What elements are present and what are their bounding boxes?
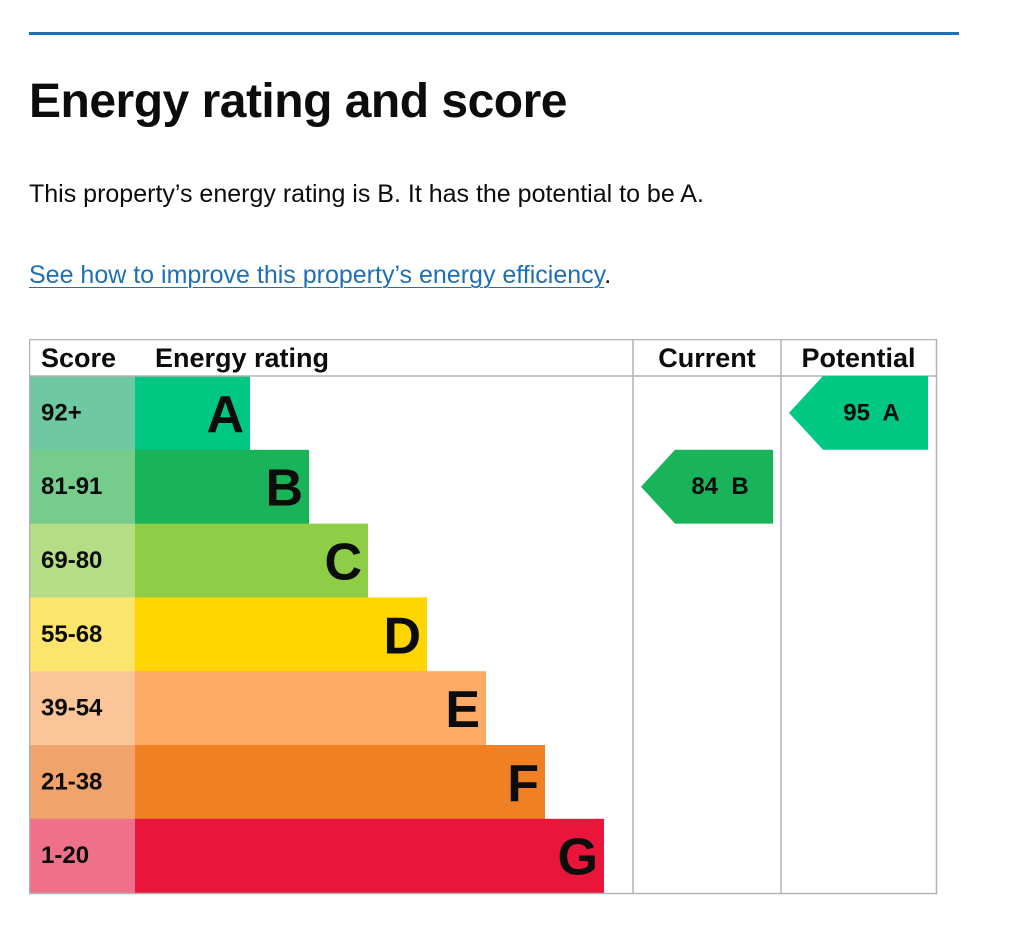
rating-letter-b: B (265, 460, 303, 518)
rating-bar-a (135, 376, 250, 451)
score-cell-f (29, 745, 135, 820)
rating-bar-d (135, 597, 427, 672)
rating-letter-f: F (507, 755, 539, 813)
rating-bar-f (135, 745, 545, 820)
header-potential: Potential (801, 343, 915, 373)
rating-bar-g (135, 818, 604, 894)
score-cell-e (29, 671, 135, 746)
rating-letter-e: E (445, 681, 480, 739)
rating-letter-d: D (383, 607, 421, 665)
potential-arrow (789, 376, 928, 450)
rating-letter-c: C (324, 534, 362, 592)
score-range-b: 81-91 (41, 473, 102, 500)
score-cell-d (29, 597, 135, 672)
energy-rating-chart: 92+ A 81-91 B 69-80 C 55-68 D 39-54 E 21-38 F 1-20 G S… (28, 338, 939, 900)
rating-letter-a: A (206, 386, 244, 444)
current-rating-label: 84 B (691, 473, 748, 500)
score-range-c: 69-80 (41, 547, 102, 574)
rating-bar-b (135, 449, 309, 525)
score-range-a: 92+ (41, 399, 82, 426)
rating-letter-g: G (558, 829, 598, 887)
page-title: Energy rating and score (29, 75, 568, 128)
rating-bar-c (135, 523, 368, 598)
score-range-e: 39-54 (41, 695, 103, 722)
improve-link-suffix: . (604, 261, 612, 289)
chart-frame (28, 338, 938, 895)
header-score: Score (41, 343, 116, 373)
score-range-d: 55-68 (41, 621, 102, 648)
energy-rating-chart-svg: 92+ A 81-91 B 69-80 C 55-68 D 39-54 E 21-38 F 1-20 G S… (28, 338, 938, 895)
rating-bar-e (135, 671, 486, 746)
improve-paragraph: See how to improve this property’s energ… (29, 259, 611, 291)
header-energy-rating: Energy rating (155, 343, 329, 373)
rating-summary: This property’s energy rating is B. It h… (29, 180, 704, 208)
score-cell-a (29, 376, 135, 451)
header-current: Current (658, 343, 756, 373)
score-range-g: 1-20 (41, 842, 89, 869)
section-top-rule (29, 32, 959, 35)
improve-efficiency-link[interactable]: See how to improve this property’s energ… (29, 261, 605, 289)
score-range-f: 21-38 (41, 768, 102, 795)
score-cell-b (29, 449, 135, 525)
current-arrow (641, 449, 773, 524)
potential-rating-label: 95 A (843, 399, 899, 426)
score-cell-c (29, 523, 135, 598)
score-cell-g (29, 818, 135, 894)
